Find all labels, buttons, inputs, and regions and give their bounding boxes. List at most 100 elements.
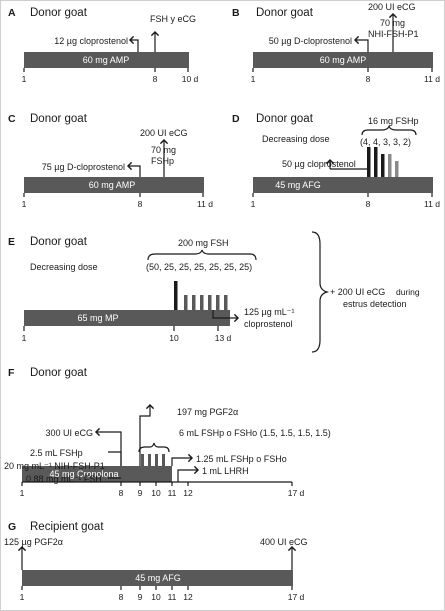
panel-f-title: Donor goat [30, 367, 88, 379]
panel-g-tick-8: 8 [119, 592, 124, 602]
panel-a-bar [24, 52, 189, 68]
panel-a-axis: 1 8 10 d [22, 68, 199, 84]
panel-g-tick-9: 9 [138, 592, 143, 602]
panel-e-dose-brace [147, 249, 257, 261]
panel-c-ecg-label: 200 UI eCG [140, 128, 188, 138]
panel-b-tick-8: 8 [366, 74, 371, 84]
panel-e-axis: 1 10 13 d [22, 326, 232, 343]
panel-c-tick-8: 8 [138, 199, 143, 209]
panel-g-tick-11: 11 [168, 592, 177, 602]
panel-e-dose-bar-7 [224, 295, 228, 310]
panel-e-fsh-total: 200 mg FSH [178, 238, 229, 248]
panel-b-ecg-label: 200 UI eCG [368, 2, 416, 12]
panel-f-tick-end: 17 d [288, 488, 305, 498]
panel-f-dose-brace [138, 442, 170, 453]
panel-a-tick-1: 1 [22, 74, 27, 84]
panel-d: D Donor goat 45 mg AFG 16 mg FSHp Decrea… [232, 113, 440, 209]
panel-a-tick-end: 10 d [182, 74, 199, 84]
panel-f-pgf-arrow [139, 403, 155, 466]
panel-f-axis: 1 8 9 10 11 12 17 d [20, 482, 305, 498]
panel-b-fsh-amount: 70 mg [380, 18, 405, 28]
panel-g-tick-10: 10 [151, 592, 161, 602]
panel-e-estrus-note: estrus detection [343, 299, 407, 309]
panel-d-tick-1: 1 [251, 199, 256, 209]
panel-f-fshp-label: 2.5 mL FSHp [30, 448, 83, 458]
panel-d-dose-bars [367, 147, 399, 177]
panel-c-cloprostenol-label: 75 µg D-cloprostenol [42, 162, 125, 172]
panel-e-ecg-note: + 200 UI eCG [330, 287, 385, 297]
panel-g-tick-12: 12 [183, 592, 193, 602]
panel-e-cloprostenol-name: cloprostenol [244, 319, 293, 329]
panel-e-dose-bar-2 [184, 295, 188, 310]
panel-f-bar [22, 466, 172, 482]
panel-b: B Donor goat 60 mg AMP 50 µg D-cloproste… [232, 2, 440, 84]
panel-d-bar-label: 45 mg AFG [275, 180, 321, 190]
panel-c-tick-1: 1 [22, 199, 27, 209]
panel-b-title: Donor goat [256, 7, 314, 19]
panel-b-cloprostenol-label: 50 µg D-cloprostenol [269, 36, 352, 46]
panel-c-letter: C [8, 113, 16, 125]
panel-e: E Donor goat 200 mg FSH Decreasing dose … [8, 231, 420, 353]
panel-f-pgf-label: 197 mg PGF2α [177, 407, 238, 417]
panel-g-tick-end: 17 d [288, 592, 305, 602]
panel-d-dose-bar-1 [367, 147, 371, 177]
panel-d-cloprostenol-line [330, 168, 369, 177]
panel-e-letter: E [8, 236, 15, 248]
panel-d-dose-sequence: (4, 4, 3, 3, 2) [360, 137, 411, 147]
panel-g-bar-label: 45 mg AFG [135, 573, 181, 583]
panel-f-fsh-label: 0.88 mg mL⁻¹ FSH [26, 474, 102, 484]
panel-c: C Donor goat 60 mg AMP 75 µg D-cloproste… [8, 113, 213, 209]
panel-b-tick-1: 1 [251, 74, 256, 84]
panel-g-axis: 1 8 9 10 11 12 17 d [20, 586, 305, 602]
panel-e-dose-bars [174, 281, 228, 310]
panel-b-tick-end: 11 d [424, 74, 440, 84]
panel-g-tick-1: 1 [20, 592, 25, 602]
panel-a: A Donor goat 60 mg AMP 12 µg cloprosteno… [8, 7, 199, 84]
panel-e-tick-end: 13 d [215, 333, 232, 343]
panel-g-title: Recipient goat [30, 521, 104, 533]
panel-f-lhrh-label: 1 mL LHRH [202, 466, 249, 476]
panel-f-tick-12: 12 [183, 488, 193, 498]
panel-f-nihfsh-label: 20 mg mL⁻¹ NIH-FSH-P1 [4, 461, 105, 471]
panel-g-letter: G [8, 521, 16, 533]
panel-f-tick-1: 1 [20, 488, 25, 498]
panel-e-side-brace [311, 231, 330, 353]
panel-a-letter: A [8, 7, 16, 19]
panel-g-pgf-label: 125 µg PGF2α [4, 537, 63, 547]
panel-a-cloprostenol-arrow [128, 35, 139, 52]
panel-f-fshp-fsho-arrow [171, 453, 194, 466]
panel-d-fsh-total: 16 mg FSHp [368, 116, 419, 126]
panel-c-tick-end: 11 d [197, 199, 213, 209]
panel-e-dose-bar-6 [216, 295, 220, 310]
panel-g-bar [22, 570, 293, 586]
panel-d-dose-bar-2 [374, 147, 378, 177]
panel-e-dose-bar-3 [192, 295, 196, 310]
panel-b-axis: 1 8 11 d [251, 68, 440, 84]
panel-e-tick-10: 10 [169, 333, 179, 343]
panel-c-cloprostenol-arrow [126, 161, 141, 177]
panel-f-ecg-label: 300 UI eCG [45, 428, 93, 438]
panel-c-fsh-name: FSHp [151, 156, 174, 166]
panel-d-dose-bar-4 [388, 154, 392, 177]
panel-d-dose-bar-3 [381, 154, 385, 177]
panel-c-title: Donor goat [30, 113, 88, 125]
panel-a-tick-8: 8 [153, 74, 158, 84]
panel-e-dose-sequence: (50, 25, 25, 25, 25, 25, 25) [146, 262, 252, 272]
panel-d-title: Donor goat [256, 113, 314, 125]
panel-b-bar-label: 60 mg AMP [320, 55, 367, 65]
panel-f-letter: F [8, 367, 15, 379]
panel-d-cloprostenol-label: 50 µg cloprostenol [282, 159, 356, 169]
panel-e-dose-bar-1 [174, 281, 178, 310]
panel-f-dose-bar-2 [148, 454, 151, 466]
panel-b-bar [253, 52, 433, 68]
panel-g: G Recipient goat 45 mg AFG 125 µg PGF2α … [4, 521, 308, 602]
panel-f: F Donor goat 45 mg Cronolona 300 UI eCG … [4, 367, 331, 498]
panel-d-dose-brace [361, 125, 417, 136]
panel-e-bar [24, 310, 230, 326]
panel-d-tick-8: 8 [366, 199, 371, 209]
panel-a-title: Donor goat [30, 7, 88, 19]
panel-f-tick-8: 8 [119, 488, 124, 498]
panel-d-dose-bar-5 [395, 161, 399, 177]
panel-d-letter: D [232, 113, 240, 125]
panel-e-dose-bar-4 [200, 295, 204, 310]
